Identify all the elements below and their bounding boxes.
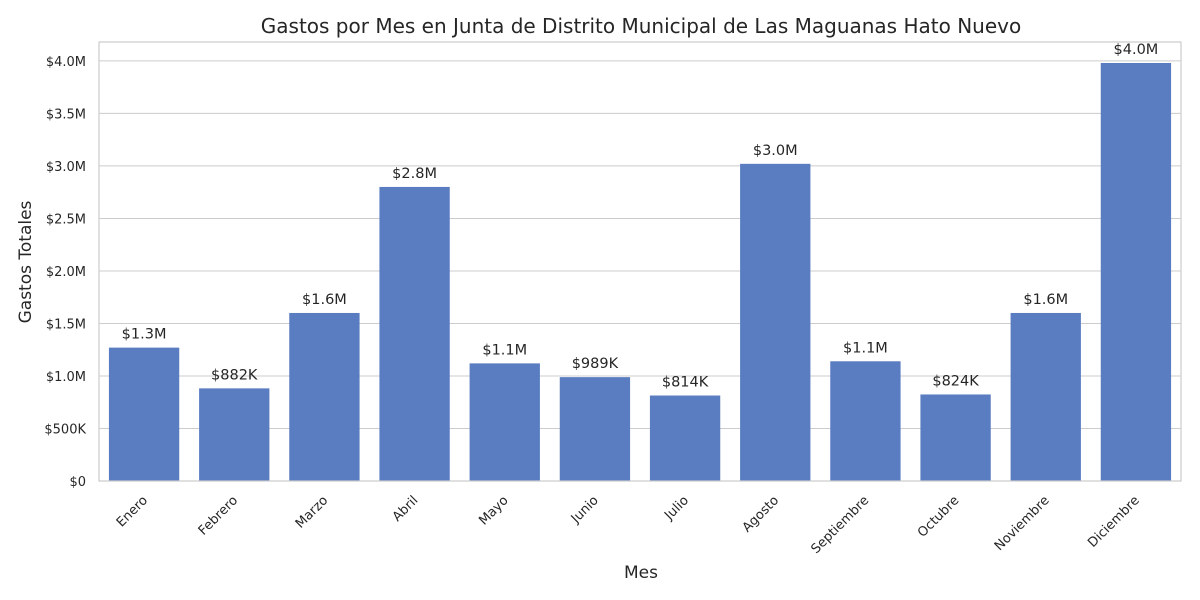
x-tick-label: Octubre — [915, 493, 962, 540]
y-axis-label: Gastos Totales — [16, 200, 36, 323]
bar-value-label: $1.6M — [302, 292, 347, 308]
x-tick-label: Septiembre — [808, 493, 872, 557]
x-tick-label: Mayo — [476, 493, 511, 528]
x-tick-label: Junio — [568, 493, 602, 527]
bar-octubre — [920, 394, 991, 481]
grid-lines — [99, 60, 1181, 482]
bar-value-label: $882K — [211, 367, 258, 383]
bar-value-label: $1.1M — [843, 340, 888, 356]
x-tick-label: Enero — [114, 493, 151, 530]
bar-julio — [649, 395, 721, 481]
y-tick-label: $2.0M — [46, 265, 86, 280]
bar-noviembre — [1010, 312, 1081, 481]
x-tick-label: Julio — [661, 493, 692, 524]
bar-value-label: $1.3M — [122, 327, 167, 343]
y-tick-label: $500K — [44, 422, 86, 437]
bar-value-label: $824K — [932, 373, 979, 389]
bar-mayo — [469, 363, 540, 481]
y-tick-label: $2.5M — [46, 212, 86, 227]
bar-value-label: $989K — [572, 356, 619, 372]
y-tick-label: $0 — [69, 475, 86, 490]
bar-abril — [379, 186, 450, 481]
y-tick-label: $4.0M — [46, 55, 86, 70]
bar-value-label: $1.1M — [482, 342, 527, 358]
x-tick-labels: Enero Febrero Marzo Abril Mayo Junio Julio Agos… — [114, 493, 1143, 557]
x-tick-label: Noviembre — [992, 493, 1053, 554]
bar-value-label: $4.0M — [1114, 42, 1159, 58]
bar-value-label: $814K — [662, 375, 709, 391]
x-tick-label: Diciembre — [1085, 493, 1143, 551]
bar-value-label: $2.8M — [392, 166, 437, 182]
y-tick-label: $3.0M — [46, 160, 86, 175]
bar-value-label: $3.0M — [753, 143, 798, 159]
y-tick-label: $1.0M — [46, 370, 86, 385]
bar-enero — [108, 347, 180, 481]
x-tick-label: Agosto — [740, 493, 782, 535]
y-tick-label: $3.5M — [46, 107, 86, 122]
bar-junio — [559, 377, 631, 481]
bar-febrero — [199, 388, 270, 481]
x-axis-label: Mes — [624, 563, 658, 583]
bar-value-labels: $1.3M $882K $1.6M $2.8M $1.1M $989K $814K $3.0M… — [122, 42, 1159, 391]
y-tick-label: $1.5M — [46, 317, 86, 332]
x-tick-label: Marzo — [293, 493, 331, 531]
bar-diciembre — [1100, 63, 1172, 481]
bar-agosto — [740, 163, 811, 481]
x-tick-label: Febrero — [196, 493, 241, 538]
bar-marzo — [289, 312, 360, 481]
chart-title: Gastos por Mes en Junta de Distrito Muni… — [261, 14, 1021, 38]
x-tick-label: Abril — [390, 493, 422, 525]
y-tick-labels: $0 $500K $1.0M $1.5M $2.0M $2.5M $3.0M $3.5M $4.… — [44, 55, 86, 490]
bar-septiembre — [830, 361, 901, 481]
bars — [108, 63, 1172, 481]
bar-value-label: $1.6M — [1023, 292, 1068, 308]
plot-frame — [98, 41, 1182, 482]
